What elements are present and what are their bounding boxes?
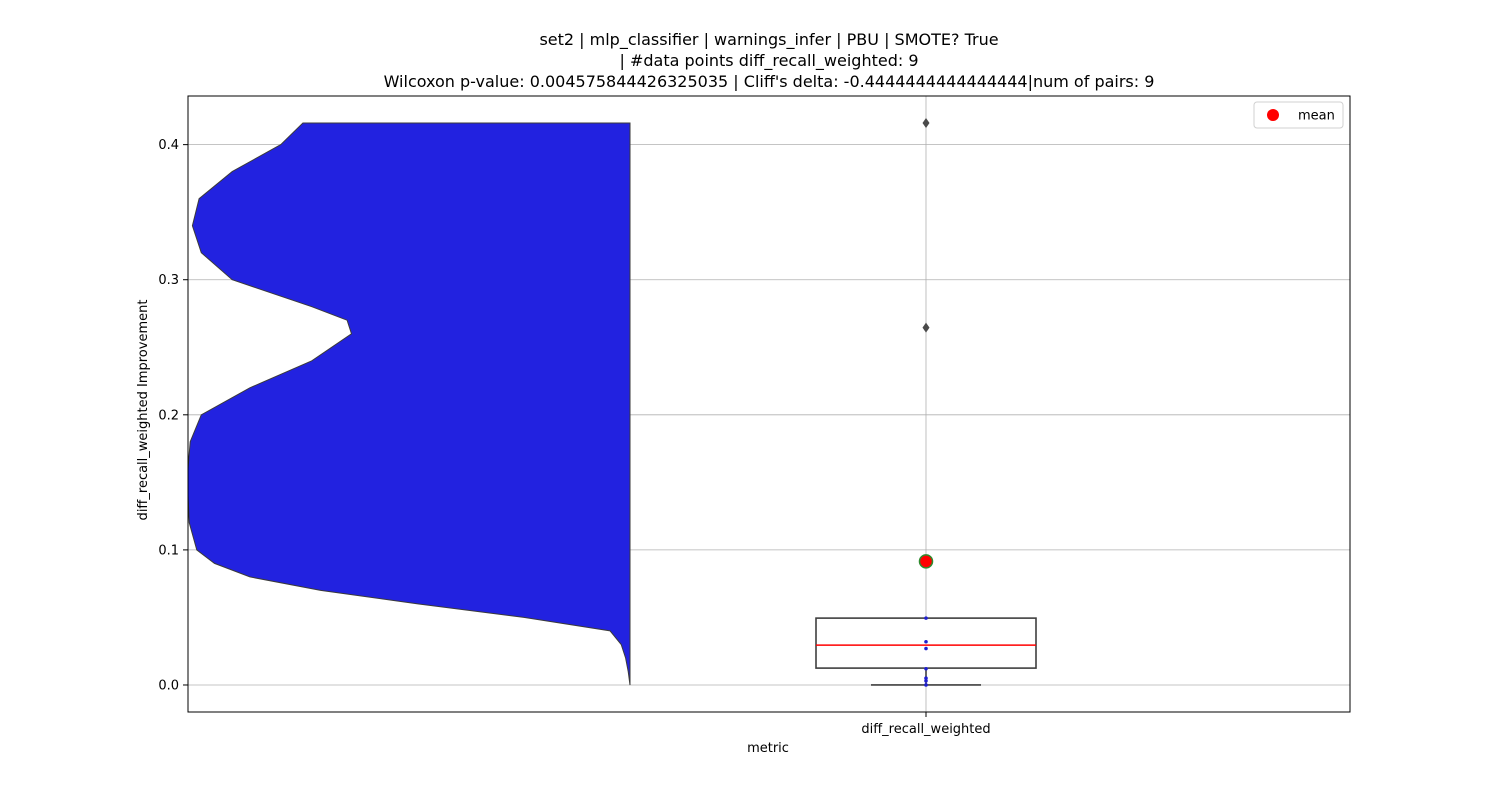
plot-frame bbox=[187, 95, 1351, 713]
y-axis-ticks: 0.0 0.1 0.2 0.3 0.4 bbox=[158, 138, 188, 693]
legend-marker-mean bbox=[1267, 109, 1279, 121]
y-tick-label: 0.0 bbox=[158, 678, 179, 693]
x-tick-label: diff_recall_weighted bbox=[861, 722, 990, 737]
y-tick-label: 0.3 bbox=[158, 273, 179, 288]
violin-body bbox=[187, 122, 631, 686]
x-axis-label: metric bbox=[747, 741, 789, 756]
chart-title: set2 | mlp_classifier | warnings_infer |… bbox=[188, 29, 1350, 92]
data-point bbox=[924, 646, 928, 651]
data-point bbox=[924, 683, 928, 687]
boxplot-layer bbox=[815, 617, 1037, 686]
legend-label-mean: mean bbox=[1298, 109, 1335, 124]
legend: mean bbox=[1253, 101, 1344, 129]
y-axis-label: diff_recall_weighted Improvement bbox=[136, 300, 151, 521]
data-point bbox=[924, 616, 928, 620]
points-layer bbox=[918, 118, 934, 687]
outlier-point bbox=[922, 118, 930, 129]
chart-title-line-3: Wilcoxon p-value: 0.004575844426325035 |… bbox=[383, 72, 1155, 91]
y-tick-label: 0.1 bbox=[158, 543, 179, 558]
data-point bbox=[924, 639, 928, 644]
x-axis-ticks: diff_recall_weighted bbox=[861, 712, 991, 737]
y-tick-label: 0.4 bbox=[158, 138, 179, 153]
chart-title-line-1: set2 | mlp_classifier | warnings_infer |… bbox=[539, 30, 999, 49]
outlier-point bbox=[922, 322, 930, 333]
violin-layer bbox=[187, 122, 631, 686]
data-point bbox=[924, 679, 928, 683]
mean-marker bbox=[918, 554, 934, 569]
data-point bbox=[924, 666, 928, 671]
legend-box bbox=[1253, 101, 1344, 129]
data-point bbox=[924, 676, 928, 681]
chart-title-line-2: | #data points diff_recall_weighted: 9 bbox=[619, 51, 919, 70]
y-tick-label: 0.2 bbox=[158, 408, 179, 423]
